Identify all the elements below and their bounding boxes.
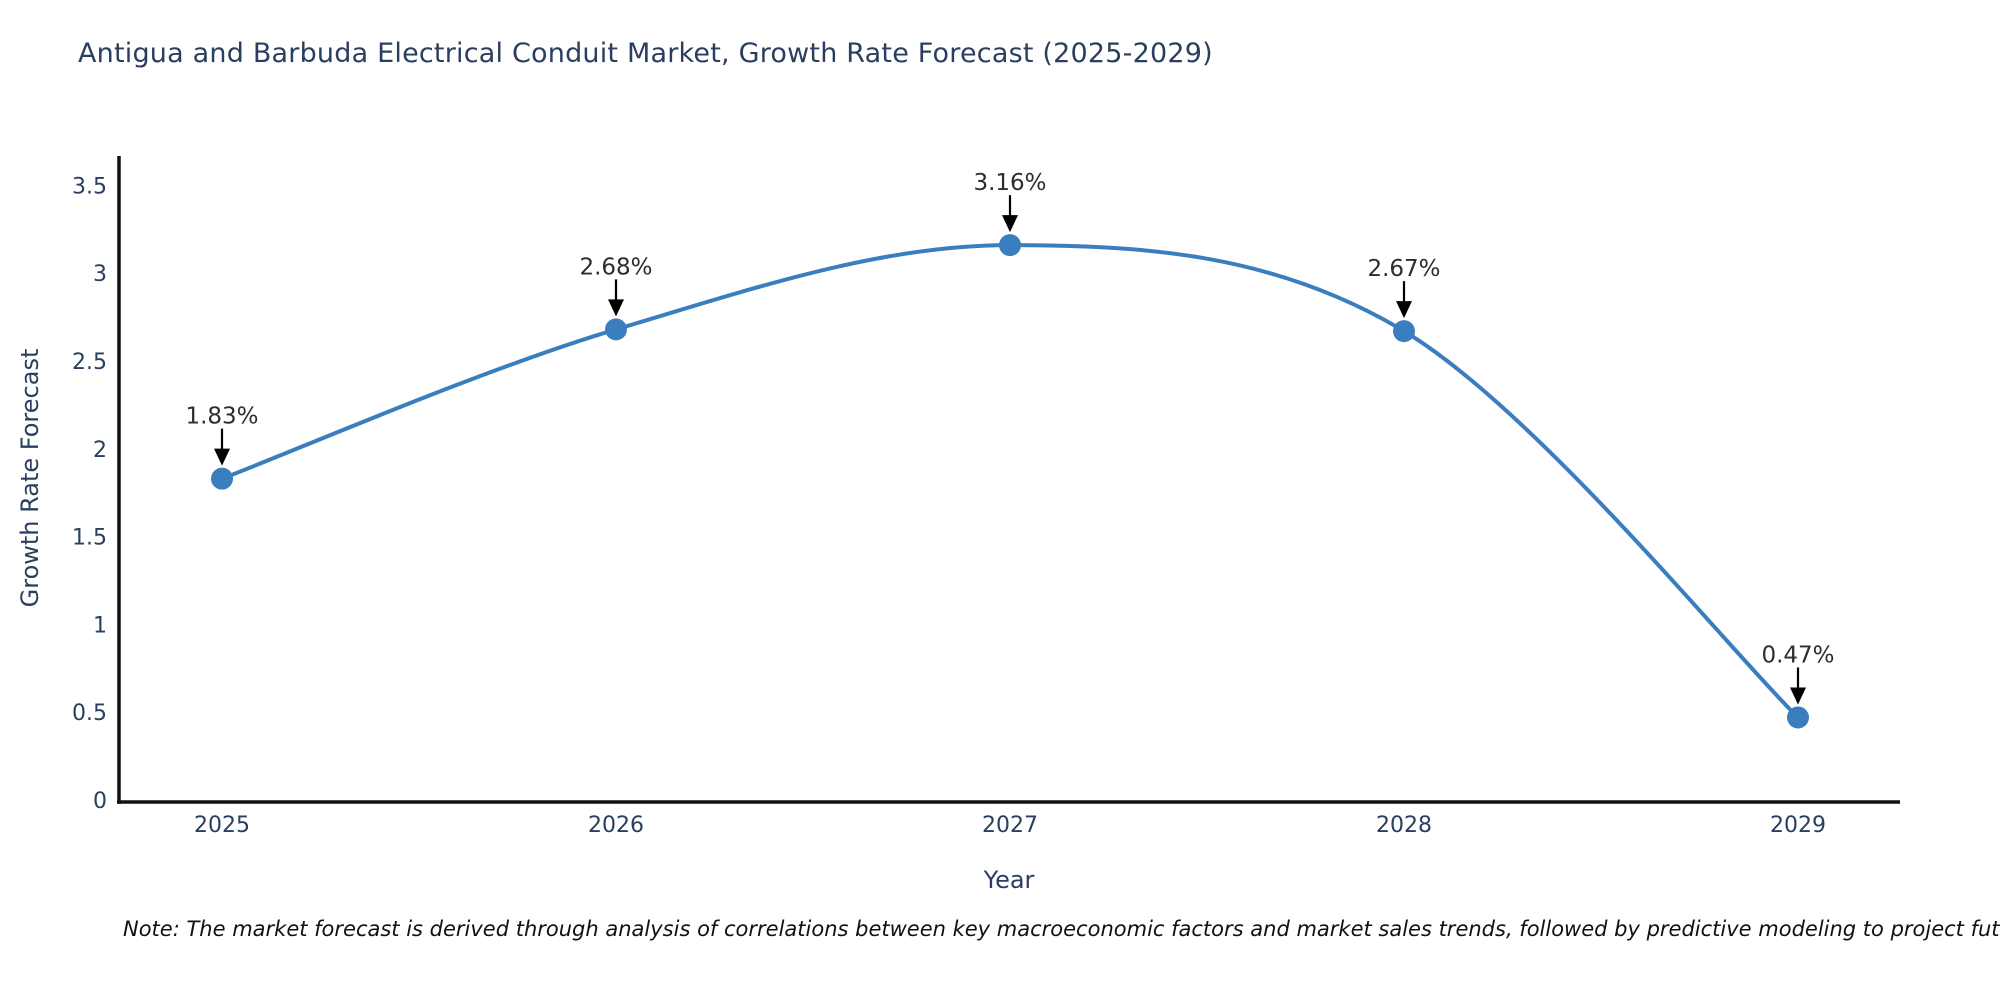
annotation-arrowhead-icon bbox=[1396, 301, 1412, 319]
y-tick-label: 3.5 bbox=[72, 174, 107, 199]
annotation-arrowhead-icon bbox=[214, 448, 230, 466]
footnote: Note: The market forecast is derived thr… bbox=[123, 917, 2000, 941]
annotation-arrowhead-icon bbox=[1002, 215, 1018, 233]
data-point-marker[interactable] bbox=[1787, 706, 1809, 729]
data-point-label: 2.68% bbox=[579, 254, 652, 280]
data-point-marker[interactable] bbox=[999, 234, 1021, 257]
x-tick-label: 2027 bbox=[982, 813, 1038, 838]
chart-title: Antigua and Barbuda Electrical Conduit M… bbox=[78, 38, 1213, 69]
y-tick-label: 2.5 bbox=[72, 350, 107, 375]
y-tick-label: 0 bbox=[93, 789, 107, 814]
x-axis-title: Year bbox=[983, 866, 1035, 894]
y-tick-label: 1 bbox=[93, 613, 107, 638]
x-tick-label: 2028 bbox=[1376, 813, 1432, 838]
annotation-arrowhead-icon bbox=[1790, 687, 1806, 705]
forecast-line bbox=[221, 243, 1800, 719]
data-point-label: 0.47% bbox=[1761, 642, 1834, 668]
data-point-label: 3.16% bbox=[973, 170, 1046, 196]
x-tick-label: 2026 bbox=[588, 813, 644, 838]
data-point-marker[interactable] bbox=[211, 467, 233, 490]
y-tick-label: 3 bbox=[93, 262, 107, 287]
data-point-marker[interactable] bbox=[1393, 320, 1415, 343]
annotation-arrowhead-icon bbox=[608, 299, 624, 317]
x-tick-label: 2029 bbox=[1770, 813, 1826, 838]
y-tick-label: 0.5 bbox=[72, 701, 107, 726]
data-point-marker[interactable] bbox=[605, 318, 627, 341]
y-tick-label: 2 bbox=[93, 438, 107, 463]
data-point-label: 1.83% bbox=[185, 404, 258, 430]
x-tick-label: 2025 bbox=[194, 813, 250, 838]
data-point-label: 2.67% bbox=[1367, 256, 1440, 282]
y-tick-label: 1.5 bbox=[72, 526, 107, 551]
